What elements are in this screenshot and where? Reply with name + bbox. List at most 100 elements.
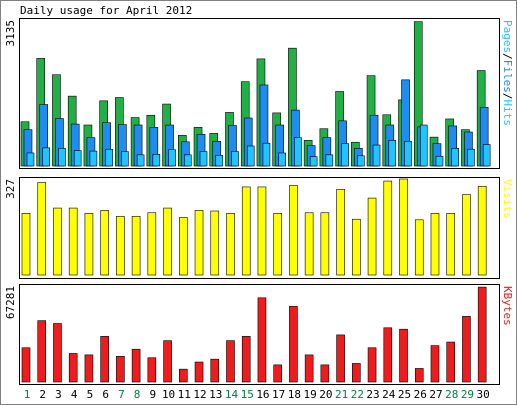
bar-pages-day-24	[388, 140, 397, 167]
chart-title: Daily usage for April 2012	[20, 4, 192, 17]
bar-visits-day-20	[320, 212, 330, 276]
bar-pages-day-8	[136, 154, 145, 167]
day-label-28: 28	[445, 388, 458, 401]
bar-pages-day-17	[278, 152, 286, 167]
bar-pages-day-9	[152, 154, 161, 167]
bar-kbytes-day-20	[320, 364, 330, 383]
day-label-6: 6	[102, 388, 109, 401]
day-label-30: 30	[477, 388, 490, 401]
bar-visits-day-21	[336, 188, 345, 276]
day-label-23: 23	[366, 388, 379, 401]
panel-kbytes: 67281 KBytes	[4, 284, 514, 385]
bar-pages-day-20	[325, 154, 334, 167]
bar-kbytes-day-2	[37, 320, 47, 383]
bar-kbytes-day-29	[462, 316, 471, 383]
bar-kbytes-day-27	[430, 345, 440, 383]
day-label-29: 29	[461, 388, 474, 401]
day-label-20: 20	[319, 388, 332, 401]
bar-kbytes-day-16	[257, 297, 267, 383]
day-label-21: 21	[335, 388, 348, 401]
bar-pages-day-30	[482, 144, 491, 167]
bar-pages-day-1	[26, 152, 35, 167]
bar-pages-day-18	[294, 137, 302, 167]
day-label-18: 18	[288, 388, 301, 401]
day-label-14: 14	[225, 388, 239, 401]
bar-kbytes-day-5	[84, 354, 94, 383]
day-label-27: 27	[429, 388, 442, 401]
panel-pages-files-hits: 3135 Pages/Files/Hits	[4, 18, 514, 169]
bar-pages-day-4	[73, 150, 82, 167]
bar-kbytes-day-21	[336, 334, 345, 383]
bar-pages-day-13	[215, 154, 224, 167]
bar-pages-day-16	[262, 142, 271, 167]
bar-pages-day-27	[435, 155, 444, 167]
day-label-13: 13	[209, 388, 222, 401]
bar-kbytes-day-4	[68, 353, 78, 383]
panel-1-frame	[19, 18, 500, 169]
bar-kbytes-day-15	[241, 336, 251, 383]
day-label-16: 16	[256, 388, 269, 401]
bar-kbytes-day-17	[273, 364, 282, 383]
bar-kbytes-day-22	[352, 363, 361, 383]
panel-1-series-label: Pages/Files/Hits	[501, 20, 514, 126]
bar-pages-day-15	[246, 145, 255, 167]
bar-visits-day-24	[383, 180, 393, 276]
bar-visits-day-8	[131, 215, 141, 276]
bar-kbytes-day-18	[289, 306, 298, 383]
bar-pages-day-28	[451, 148, 460, 167]
bar-kbytes-day-8	[131, 348, 141, 383]
bar-kbytes-day-28	[446, 341, 456, 383]
bar-visits-day-11	[179, 217, 188, 276]
day-label-3: 3	[55, 388, 62, 401]
panel-3-series-label: KBytes	[501, 286, 514, 326]
bar-visits-day-12	[194, 210, 204, 276]
bar-visits-day-22	[352, 218, 361, 276]
bar-visits-day-28	[446, 213, 456, 276]
bar-pages-day-11	[184, 154, 192, 167]
bar-visits-day-15	[241, 186, 251, 276]
bar-visits-day-18	[289, 185, 298, 276]
day-labels: 1 2 3 4 5 6 7 8 9 10 11 12 13 14 15 16 17 18 19 20 21 22 23 24 2…	[24, 388, 490, 401]
panel-3-ymax-label: 67281	[4, 286, 17, 319]
bar-visits-day-17	[273, 213, 282, 276]
bar-visits-day-27	[430, 213, 440, 276]
bar-kbytes-day-7	[116, 356, 125, 383]
day-label-15: 15	[241, 388, 254, 401]
bar-kbytes-day-30	[477, 286, 487, 383]
day-label-26: 26	[414, 388, 427, 401]
day-label-24: 24	[382, 388, 396, 401]
bar-visits-day-14	[226, 213, 235, 276]
bar-pages-day-23	[372, 144, 381, 167]
bar-pages-day-29	[467, 148, 475, 167]
bar-kbytes-day-12	[194, 361, 204, 383]
bar-visits-day-9	[147, 212, 157, 276]
panel-visits: 327 Visits	[4, 177, 514, 279]
day-label-25: 25	[398, 388, 411, 401]
bar-kbytes-day-1	[21, 347, 31, 383]
bar-pages-day-7	[121, 151, 129, 167]
bar-pages-day-2	[42, 147, 51, 167]
bar-kbytes-day-10	[163, 340, 172, 383]
bar-visits-day-2	[37, 182, 47, 276]
bar-visits-day-19	[304, 212, 314, 276]
day-label-4: 4	[71, 388, 78, 401]
day-label-19: 19	[304, 388, 317, 401]
bar-visits-day-30	[477, 186, 487, 276]
bar-kbytes-day-24	[383, 327, 393, 383]
day-label-12: 12	[193, 388, 206, 401]
bar-pages-day-25	[404, 141, 412, 167]
bar-kbytes-day-3	[53, 323, 62, 383]
bar-kbytes-day-25	[399, 328, 408, 383]
day-label-1: 1	[24, 388, 31, 401]
bar-pages-day-10	[168, 149, 176, 167]
day-label-9: 9	[150, 388, 157, 401]
panel-2-ymax-label: 327	[4, 179, 17, 199]
bar-visits-day-7	[116, 215, 125, 276]
bar-visits-day-4	[68, 207, 78, 276]
panel-2-series-label: Visits	[501, 179, 514, 219]
bar-kbytes-day-26	[414, 368, 424, 383]
panel-1-ymax-label: 3135	[4, 20, 17, 47]
bar-visits-day-5	[84, 213, 94, 276]
bar-visits-day-16	[257, 186, 267, 276]
